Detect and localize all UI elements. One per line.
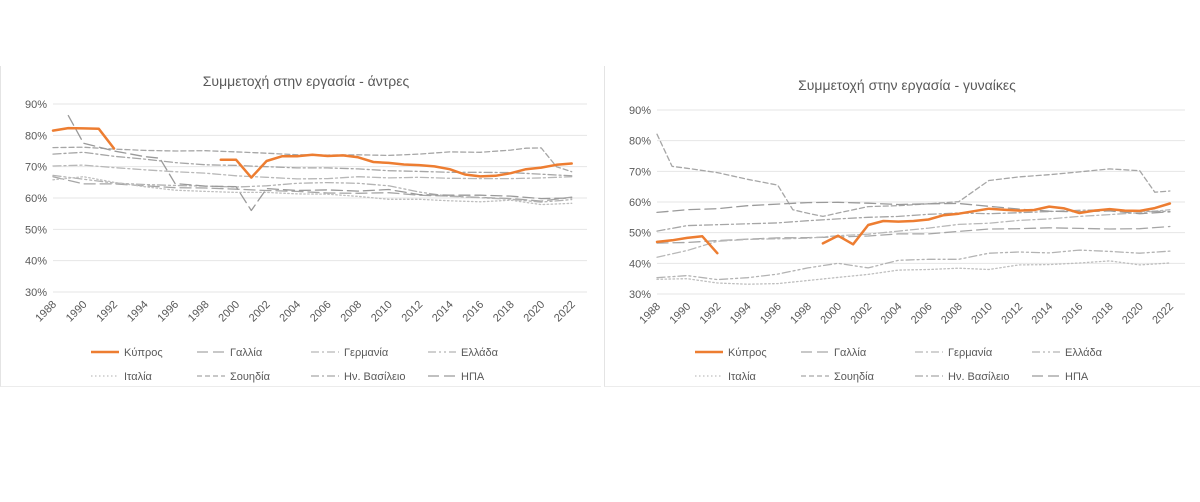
x-tick-label: 2018 [1090,301,1116,327]
x-tick-label: 2008 [338,299,364,325]
series-line-series-4 [656,260,1171,285]
x-tick-label: 2012 [399,299,425,325]
x-tick-label: 2014 [430,299,456,325]
x-tick-label: 1998 [186,299,212,325]
x-tick-label: 2006 [909,301,935,327]
legend-label: ΗΠΑ [461,371,485,383]
series-line-series-5 [656,133,1171,218]
x-tick-label: 2022 [1150,301,1176,327]
y-tick-label: 70% [629,166,651,178]
x-tick-label: 2016 [1060,301,1086,327]
x-tick-label: 1998 [788,301,814,327]
x-tick-label: 1992 [94,299,120,325]
y-tick-label: 90% [25,99,47,111]
x-tick-label: 2010 [969,301,995,327]
series-line-series-3 [656,249,1171,281]
chart-panel-women: Συμμετοχή στην εργασία - γυναίκες 30% 40% 5… [604,66,1200,387]
x-tick-label: 1994 [728,301,754,327]
x-tick-label: 2014 [1030,301,1056,327]
x-tick-label: 2000 [818,301,844,327]
y-tick-label: 30% [629,289,651,301]
series-line-series-0 [51,126,573,179]
legend-label: Ελλάδα [461,347,499,359]
series-line-series-2 [52,164,573,180]
series-line-series-7 [67,114,573,212]
y-tick-label: 60% [25,193,47,205]
x-tick-label: 1990 [64,299,90,325]
series-line-series-6 [656,209,1171,232]
chart-panel-men: Συμμετοχή στην εργασία - άντρες 30% 40% 50%… [0,66,601,387]
series-line-series-1 [52,176,573,202]
series-line-series-2 [656,209,1171,258]
x-tick-label: 2022 [552,299,578,325]
legend-label: Γαλλία [834,347,867,359]
legend-label: Ην. Βασίλειο [948,371,1009,383]
x-tick-label: 2012 [999,301,1025,327]
series-line-series-4 [52,176,573,206]
x-tick-label: 2004 [277,299,303,325]
x-tick-label: 1992 [698,301,724,327]
y-tick-label: 90% [629,105,651,117]
x-tick-label: 2010 [369,299,395,325]
x-tick-label: 2000 [216,299,242,325]
legend-label: Ιταλία [728,371,757,383]
y-tick-label: 80% [25,130,47,142]
x-tick-label: 1996 [758,301,784,327]
chart-title: Συμμετοχή στην εργασία - άντρες [203,73,410,89]
legend-label: Γαλλία [230,347,263,359]
y-tick-label: 80% [629,136,651,148]
y-tick-label: 40% [25,256,47,268]
x-tick-label: 1990 [667,301,693,327]
x-tick-label: 2002 [849,301,875,327]
legend-label: Ιταλία [124,371,153,383]
x-tick-label: 2020 [522,299,548,325]
series-line-series-0 [655,202,1172,255]
x-tick-label: 2020 [1120,301,1146,327]
series-line-series-7 [656,201,1171,215]
x-tick-label: 1988 [637,301,663,327]
x-tick-label: 2006 [308,299,334,325]
x-tick-label: 2018 [491,299,517,325]
series-line-series-6 [52,151,573,177]
chart-title: Συμμετοχή στην εργασία - γυναίκες [798,77,1016,93]
legend-label: ΗΠΑ [1065,371,1089,383]
y-tick-label: 30% [25,287,47,299]
legend-label: Κύπρος [124,347,163,359]
series-line-series-3 [52,174,573,203]
legend-label: Σουηδία [834,371,875,383]
legend-label: Ην. Βασίλειο [344,371,405,383]
x-tick-label: 2004 [879,301,905,327]
chart-women: Συμμετοχή στην εργασία - γυναίκες 30% 40% 5… [629,77,1185,383]
legend-label: Γερμανία [344,347,389,359]
legend-label: Σουηδία [230,371,271,383]
y-tick-label: 40% [629,258,651,270]
y-tick-label: 60% [629,197,651,209]
chart-men: Συμμετοχή στην εργασία - άντρες 30% 40% 50%… [25,73,587,383]
x-tick-label: 1994 [125,299,151,325]
x-tick-label: 1988 [33,299,59,325]
legend-label: Γερμανία [948,347,993,359]
legend-label: Ελλάδα [1065,347,1103,359]
y-tick-label: 50% [629,228,651,240]
x-tick-label: 2008 [939,301,965,327]
y-tick-label: 50% [25,224,47,236]
legend-label: Κύπρος [728,347,767,359]
x-tick-label: 1996 [155,299,181,325]
y-tick-label: 70% [25,162,47,174]
x-tick-label: 2002 [247,299,273,325]
x-tick-label: 2016 [461,299,487,325]
